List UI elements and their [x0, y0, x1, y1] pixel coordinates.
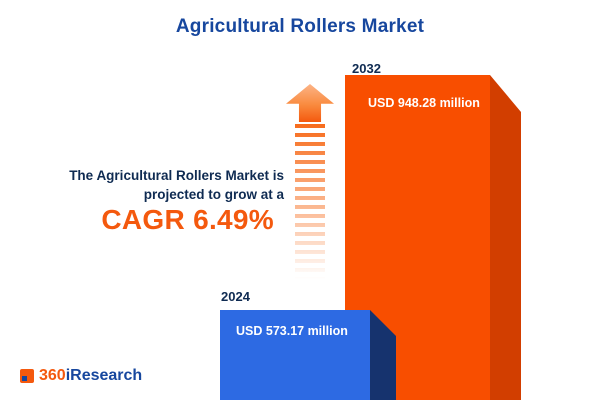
bar-2032-value-label: USD 948.28 million — [368, 96, 480, 110]
bar-2032-year-label: 2032 — [352, 61, 381, 76]
page-title: Agricultural Rollers Market — [175, 16, 425, 37]
bar-2024 — [220, 310, 370, 400]
growth-arrow-icon — [286, 84, 334, 122]
logo-iresearch: iResearch — [65, 367, 143, 384]
logo-icon — [20, 369, 34, 383]
bar-2024-value-label: USD 573.17 million — [236, 324, 348, 338]
headline-text: The Agricultural Rollers Market is proje… — [28, 166, 284, 204]
bar-2024-year-label: 2024 — [221, 289, 250, 304]
cagr-value: CAGR 6.49% — [101, 204, 274, 235]
headline-line2: projected to grow at a — [143, 187, 284, 202]
logo-text: 360iResearch — [39, 367, 142, 385]
logo-360: 360 — [39, 367, 66, 384]
growth-arrow-fade — [293, 124, 327, 284]
headline-line1: The Agricultural Rollers Market is — [69, 168, 284, 183]
bar-2032-side — [490, 75, 521, 400]
logo: 360iResearch — [20, 367, 142, 385]
